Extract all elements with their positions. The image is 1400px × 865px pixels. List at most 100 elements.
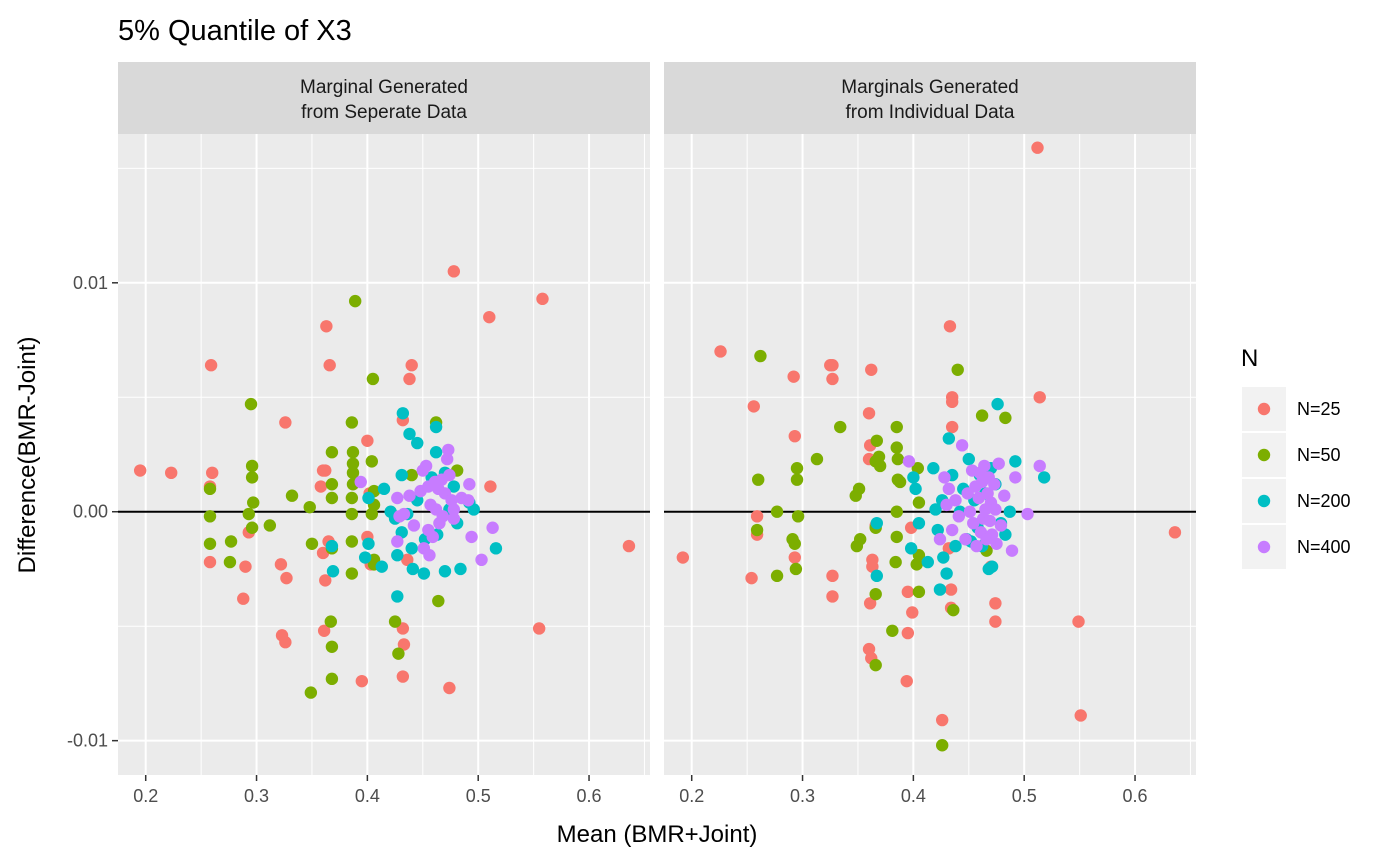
data-point-n200: [362, 537, 375, 550]
x-tick-label: 0.5: [466, 786, 491, 806]
data-point-n50: [245, 459, 259, 473]
data-point-n50: [324, 615, 337, 628]
data-point-n50: [203, 537, 217, 550]
data-point-n50: [750, 523, 764, 537]
legend-label: N=50: [1297, 445, 1341, 465]
data-point-n400: [475, 553, 488, 567]
data-point-n200: [362, 491, 375, 505]
data-point-n200: [942, 432, 956, 445]
data-point-n400: [403, 489, 416, 502]
data-point-n25: [945, 395, 959, 409]
data-point-n25: [826, 590, 839, 603]
data-point-n400: [426, 530, 439, 544]
data-point-n50: [346, 457, 360, 470]
data-point-n25: [203, 555, 217, 569]
data-point-n50: [245, 521, 259, 534]
data-point-n400: [391, 535, 404, 548]
data-point-n400: [985, 528, 999, 541]
data-point-n50: [912, 496, 926, 509]
data-point-n50: [223, 555, 237, 569]
data-point-n50: [869, 658, 882, 672]
data-point-n50: [947, 603, 960, 617]
data-point-n400: [447, 503, 461, 516]
plot-background: [664, 134, 1196, 775]
data-point-n25: [943, 320, 957, 333]
data-point-n50: [432, 594, 445, 608]
data-point-n50: [245, 471, 259, 484]
data-point-n50: [325, 478, 339, 491]
data-point-n400: [955, 439, 969, 452]
legend-entry-n25: N=25: [1242, 387, 1341, 431]
data-point-n25: [714, 345, 727, 358]
data-point-n200: [438, 565, 452, 578]
data-point-n25: [447, 265, 461, 278]
data-point-n50: [346, 466, 360, 480]
legend-label: N=400: [1297, 537, 1351, 557]
legend-swatch: [1257, 540, 1271, 554]
data-point-n200: [907, 471, 920, 484]
data-point-n25: [319, 464, 332, 477]
x-tick-label: 0.6: [577, 786, 602, 806]
data-point-n200: [904, 542, 918, 555]
data-point-n50: [975, 409, 989, 422]
data-point-n200: [447, 480, 461, 493]
data-point-n50: [891, 452, 905, 466]
data-point-n25: [484, 480, 497, 493]
data-point-n25: [274, 558, 288, 571]
data-point-n25: [862, 407, 876, 420]
data-point-n25: [1168, 526, 1182, 539]
data-point-n25: [532, 622, 546, 635]
data-point-n200: [1009, 455, 1022, 468]
data-point-n200: [1037, 471, 1051, 484]
data-point-n25: [396, 670, 410, 683]
data-point-n400: [462, 494, 475, 507]
data-point-n400: [983, 514, 997, 528]
x-tick-label: 0.4: [901, 786, 926, 806]
data-point-n400: [949, 494, 962, 507]
data-point-n25: [314, 480, 328, 493]
x-tick-label: 0.2: [679, 786, 704, 806]
data-point-n200: [962, 452, 975, 466]
data-point-n400: [442, 443, 455, 457]
data-point-n200: [489, 542, 503, 555]
data-point-n200: [985, 560, 999, 573]
data-point-n50: [203, 510, 217, 523]
legend: N N=25 N=50 N=200 N=400: [1241, 345, 1351, 569]
data-point-n50: [852, 482, 866, 496]
data-point-n400: [952, 510, 966, 523]
data-point-n50: [203, 482, 217, 496]
data-point-n25: [206, 466, 219, 480]
data-point-n400: [1033, 459, 1046, 473]
data-point-n50: [304, 686, 318, 699]
data-point-n200: [326, 565, 340, 578]
data-point-n50: [889, 555, 902, 569]
data-point-n200: [870, 569, 883, 583]
data-point-n25: [676, 551, 690, 564]
data-point-n400: [407, 519, 421, 532]
panel-2: Marginals Generated from Individual Data 0…: [664, 62, 1196, 806]
data-point-n50: [325, 672, 339, 686]
data-point-n50: [790, 462, 804, 475]
data-point-n25: [237, 592, 250, 605]
data-point-n400: [902, 455, 916, 468]
data-point-n25: [204, 359, 218, 372]
data-point-n25: [787, 370, 800, 383]
data-point-n50: [244, 397, 258, 411]
data-point-n200: [921, 555, 934, 569]
data-point-n50: [345, 416, 359, 429]
data-point-n50: [325, 640, 339, 653]
data-point-n200: [454, 562, 467, 576]
data-point-n25: [1074, 709, 1087, 722]
data-point-n25: [401, 553, 414, 567]
data-point-n50: [912, 585, 926, 599]
data-point-n400: [397, 507, 411, 521]
data-point-n25: [1033, 391, 1046, 404]
data-point-n400: [419, 459, 433, 473]
data-point-n200: [927, 462, 940, 475]
data-point-n50: [911, 462, 925, 475]
data-point-n50: [890, 441, 903, 454]
data-point-n50: [870, 434, 883, 447]
data-point-n200: [358, 551, 372, 564]
data-point-n25: [826, 359, 839, 372]
data-point-n200: [396, 407, 410, 420]
